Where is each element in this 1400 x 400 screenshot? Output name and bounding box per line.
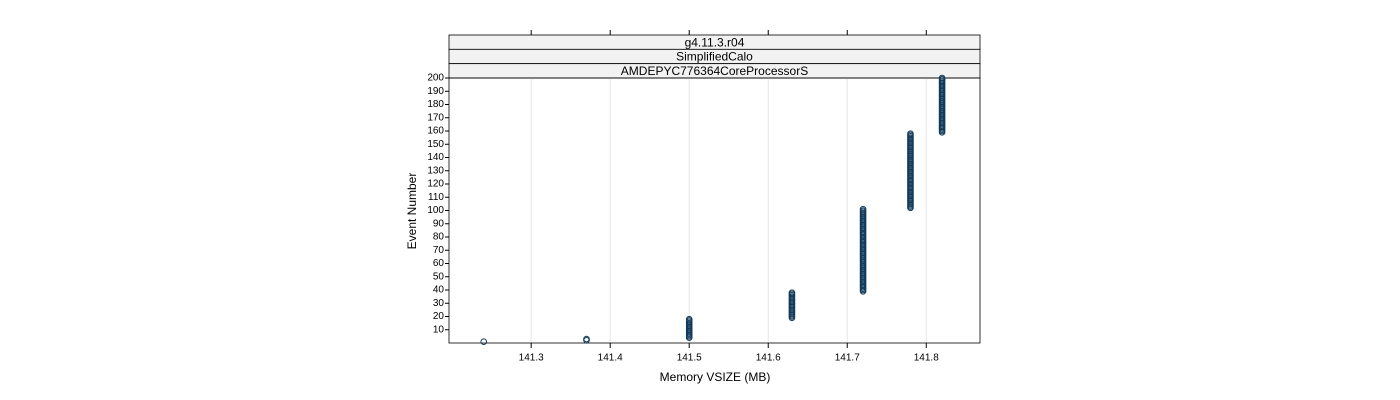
y-tick-label: 20 bbox=[433, 311, 445, 322]
point bbox=[859, 205, 867, 213]
point bbox=[788, 289, 796, 296]
y-tick-label: 130 bbox=[427, 165, 444, 176]
x-axis-label: Memory VSIZE (MB) bbox=[660, 370, 771, 384]
y-tick-label: 150 bbox=[427, 139, 444, 150]
strip-label: AMDEPYC776364CoreProcessorS bbox=[621, 64, 808, 78]
point bbox=[583, 335, 590, 343]
point bbox=[938, 74, 946, 82]
y-tick-label: 100 bbox=[427, 205, 444, 216]
y-tick-label: 160 bbox=[427, 126, 444, 137]
point bbox=[907, 130, 914, 137]
y-tick-label: 190 bbox=[427, 86, 444, 97]
strip-label: SimplifiedCalo bbox=[676, 50, 753, 64]
x-tick-label: 141.4 bbox=[598, 353, 623, 364]
y-tick-label: 110 bbox=[428, 192, 444, 203]
x-tick-label: 141.6 bbox=[756, 353, 781, 364]
x-tick-label: 141.7 bbox=[835, 353, 860, 364]
strip-label: g4.11.3.r04 bbox=[685, 35, 745, 49]
y-tick-label: 200 bbox=[427, 73, 444, 84]
y-tick-label: 50 bbox=[433, 271, 445, 282]
x-tick-label: 141.5 bbox=[677, 353, 702, 364]
y-tick-label: 30 bbox=[433, 298, 445, 309]
y-tick-label: 140 bbox=[427, 152, 444, 163]
y-axis-label: Event Number bbox=[405, 173, 419, 250]
point bbox=[685, 315, 693, 323]
y-tick-label: 60 bbox=[433, 258, 445, 269]
x-tick-label: 141.3 bbox=[519, 353, 544, 364]
y-tick-label: 80 bbox=[433, 232, 445, 243]
plot-frame bbox=[448, 77, 981, 344]
y-tick-label: 120 bbox=[427, 179, 444, 190]
y-tick-label: 180 bbox=[427, 99, 444, 110]
x-tick-label: 141.8 bbox=[914, 353, 939, 364]
y-tick-label: 170 bbox=[427, 112, 444, 123]
y-tick-label: 70 bbox=[433, 245, 445, 256]
point bbox=[480, 338, 488, 345]
y-tick-label: 40 bbox=[433, 285, 445, 296]
y-tick-label: 10 bbox=[433, 324, 445, 335]
y-tick-label: 90 bbox=[433, 218, 445, 229]
